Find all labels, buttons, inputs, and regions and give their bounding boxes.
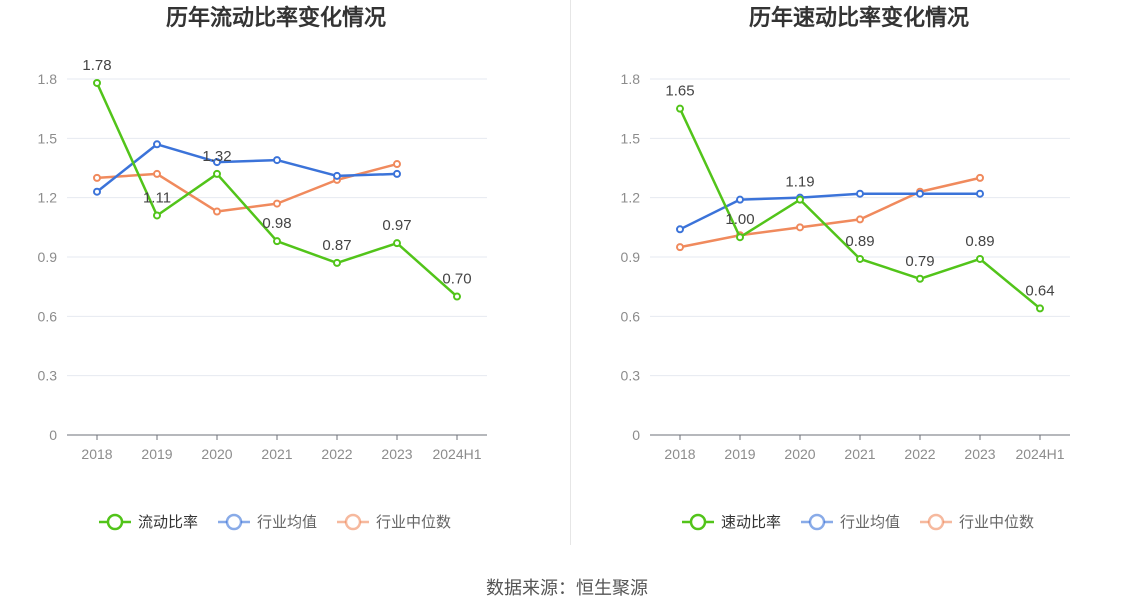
y-tick-label: 0 bbox=[49, 427, 57, 443]
chart-divider bbox=[570, 0, 571, 545]
data-label: 0.87 bbox=[322, 237, 351, 254]
chart-title: 历年速动比率变化情况 bbox=[749, 5, 969, 30]
data-point-median bbox=[796, 223, 804, 232]
data-label: 0.98 bbox=[262, 215, 291, 232]
y-tick-label: 0.3 bbox=[38, 368, 58, 384]
legend-label-median: 行业中位数 bbox=[959, 514, 1034, 531]
legend-marker-main bbox=[106, 513, 124, 531]
data-point-median bbox=[153, 169, 161, 178]
data-point-median bbox=[393, 160, 401, 169]
data-point-main bbox=[676, 104, 684, 113]
data-point-avg bbox=[333, 171, 341, 180]
legend-marker-main bbox=[689, 513, 707, 531]
data-label: 0.89 bbox=[965, 233, 994, 250]
legend-label-avg: 行业均值 bbox=[840, 514, 900, 531]
legend-label-main: 流动比率 bbox=[138, 514, 198, 531]
data-point-avg bbox=[93, 187, 101, 196]
data-point-main bbox=[736, 233, 744, 242]
x-tick-label: 2019 bbox=[724, 446, 755, 462]
data-point-main bbox=[93, 78, 101, 87]
data-label: 0.70 bbox=[442, 271, 471, 288]
x-tick-label: 2024H1 bbox=[432, 446, 481, 462]
legend-marker-median bbox=[344, 513, 362, 531]
y-tick-label: 1.8 bbox=[621, 71, 641, 87]
x-tick-label: 2018 bbox=[664, 446, 695, 462]
data-point-median bbox=[273, 199, 281, 208]
data-point-avg bbox=[273, 156, 281, 165]
x-tick-label: 2021 bbox=[261, 446, 292, 462]
y-tick-label: 1.8 bbox=[38, 71, 58, 87]
x-tick-label: 2023 bbox=[381, 446, 412, 462]
y-tick-label: 1.5 bbox=[38, 130, 58, 146]
data-point-main bbox=[796, 195, 804, 204]
data-label: 1.78 bbox=[82, 57, 111, 74]
y-tick-label: 0.9 bbox=[38, 249, 58, 265]
data-label: 1.65 bbox=[665, 83, 694, 100]
data-point-main bbox=[333, 258, 341, 267]
x-tick-label: 2022 bbox=[904, 446, 935, 462]
x-tick-label: 2020 bbox=[784, 446, 815, 462]
data-point-main bbox=[976, 254, 984, 263]
data-point-avg bbox=[916, 189, 924, 198]
data-point-avg bbox=[393, 169, 401, 178]
data-point-main bbox=[453, 292, 461, 301]
y-tick-label: 0.6 bbox=[38, 308, 58, 324]
quick-ratio-chart: 历年速动比率变化情况 0 0.3 0.6 0.9 1.2 1.5 1.8 2018 2019 202… bbox=[621, 5, 1070, 531]
data-point-avg bbox=[153, 140, 161, 149]
data-label: 0.89 bbox=[845, 233, 874, 250]
data-label: 1.11 bbox=[143, 189, 171, 206]
data-point-avg bbox=[736, 195, 744, 204]
x-tick-label: 2022 bbox=[321, 446, 352, 462]
legend-marker-avg bbox=[808, 513, 826, 531]
x-tick-label: 2024H1 bbox=[1015, 446, 1064, 462]
x-tick-label: 2021 bbox=[844, 446, 875, 462]
data-point-median bbox=[93, 173, 101, 182]
data-point-median bbox=[976, 173, 984, 182]
data-point-main bbox=[153, 211, 161, 220]
data-point-main bbox=[856, 254, 864, 263]
data-point-median bbox=[213, 207, 221, 216]
data-point-avg bbox=[856, 189, 864, 198]
data-source-text: 数据来源：恒生聚源 bbox=[486, 578, 648, 598]
y-tick-label: 1.2 bbox=[38, 190, 58, 206]
y-tick-label: 0.6 bbox=[621, 308, 641, 324]
x-tick-label: 2023 bbox=[964, 446, 995, 462]
data-point-avg bbox=[213, 158, 221, 167]
data-label: 1.19 bbox=[785, 174, 814, 191]
chart-title: 历年流动比率变化情况 bbox=[166, 5, 386, 30]
data-label: 0.64 bbox=[1025, 282, 1054, 299]
x-tick-label: 2018 bbox=[81, 446, 112, 462]
data-point-avg bbox=[676, 225, 684, 234]
data-point-avg bbox=[976, 189, 984, 198]
current-ratio-chart: 历年流动比率变化情况 0 0.3 0.6 0.9 1.2 1.5 1.8 2018 2019 202… bbox=[38, 5, 487, 531]
data-point-median bbox=[856, 215, 864, 224]
series-line-avg bbox=[96, 143, 398, 193]
data-label: 1.00 bbox=[725, 211, 754, 228]
x-tick-label: 2020 bbox=[201, 446, 232, 462]
y-tick-label: 0 bbox=[632, 427, 640, 443]
y-tick-label: 0.9 bbox=[621, 249, 641, 265]
data-label: 0.97 bbox=[382, 217, 411, 234]
data-label: 1.32 bbox=[202, 148, 231, 165]
y-tick-label: 1.2 bbox=[621, 190, 641, 206]
data-point-median bbox=[676, 243, 684, 252]
y-tick-label: 1.5 bbox=[621, 130, 641, 146]
data-point-main bbox=[213, 169, 221, 178]
data-point-main bbox=[393, 239, 401, 248]
data-point-main bbox=[273, 237, 281, 246]
legend-label-avg: 行业均值 bbox=[257, 514, 317, 531]
data-label: 0.79 bbox=[905, 253, 934, 270]
x-tick-label: 2019 bbox=[141, 446, 172, 462]
legend-marker-median bbox=[927, 513, 945, 531]
legend-marker-avg bbox=[225, 513, 243, 531]
series-line-avg bbox=[679, 192, 980, 231]
data-point-main bbox=[1036, 304, 1044, 313]
series-line-median bbox=[679, 176, 981, 249]
legend-label-main: 速动比率 bbox=[721, 514, 781, 531]
y-tick-label: 0.3 bbox=[621, 368, 641, 384]
legend-label-median: 行业中位数 bbox=[376, 514, 451, 531]
data-point-main bbox=[916, 274, 924, 283]
